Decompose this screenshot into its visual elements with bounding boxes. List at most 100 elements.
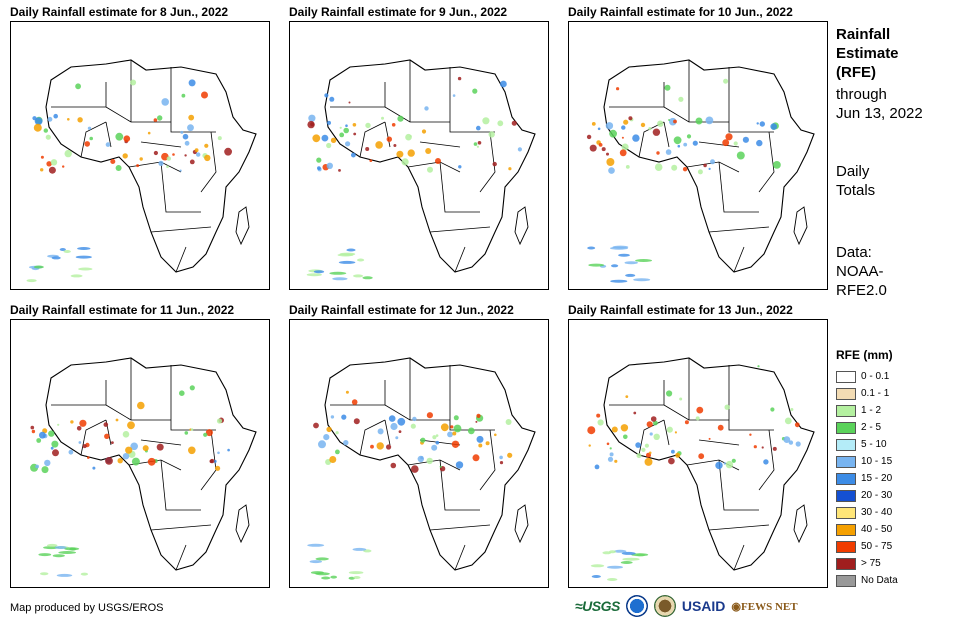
- rainfall-cell: [453, 424, 462, 433]
- legend-label: 0 - 0.1: [861, 371, 890, 382]
- legend-label: 10 - 15: [861, 456, 893, 467]
- rainfall-cell: [346, 248, 356, 252]
- rainfall-cell: [440, 423, 449, 432]
- rainfall-cell: [608, 167, 615, 174]
- rainfall-cell: [397, 115, 404, 122]
- rainfall-cell: [201, 91, 208, 99]
- rainfall-cell: [605, 122, 614, 130]
- panel-title-4: Daily Rainfall estimate for 11 Jun., 202…: [10, 303, 235, 317]
- rainfall-cell: [625, 165, 630, 169]
- rainfall-cell: [587, 246, 596, 250]
- rainfall-cell: [47, 116, 53, 122]
- rainfall-cell: [412, 416, 417, 422]
- rainfall-cell: [450, 425, 454, 429]
- country-border: [80, 419, 107, 456]
- rainfall-cell: [715, 461, 723, 470]
- data-line: Data:: [836, 244, 872, 261]
- rainfall-cell: [795, 441, 801, 447]
- rainfall-cell: [329, 271, 347, 275]
- rainfall-cell: [476, 145, 479, 148]
- map-credit: Map produced by USGS/EROS: [10, 602, 164, 614]
- rainfall-cell: [77, 247, 91, 250]
- rainfall-cell: [666, 390, 673, 397]
- legend-item: No Data: [836, 572, 898, 589]
- rainfall-cell: [696, 406, 704, 414]
- rainfall-cell: [589, 144, 597, 152]
- rainfall-cell: [75, 83, 81, 90]
- rainfall-cell: [591, 575, 601, 578]
- rainfall-cell: [377, 428, 384, 435]
- legend-label: 40 - 50: [861, 524, 893, 535]
- rainfall-cell: [635, 442, 641, 448]
- rainfall-cell: [63, 250, 71, 253]
- rainfall-cell: [668, 119, 671, 121]
- rainfall-cell: [79, 419, 87, 427]
- rainfall-cell: [313, 270, 325, 274]
- rainfall-map-panel: [568, 319, 828, 588]
- rainfall-cell: [632, 134, 640, 142]
- country-border: [479, 429, 496, 491]
- rainfall-cell: [635, 259, 653, 262]
- country-border: [663, 419, 670, 446]
- legend-label: 2 - 5: [861, 422, 882, 433]
- rainfall-cell: [337, 253, 354, 257]
- rainfall-cell: [43, 128, 48, 133]
- legend-swatch: [836, 489, 856, 502]
- rainfall-cell: [48, 166, 56, 174]
- rainfall-cell: [353, 274, 364, 278]
- continent-outline: [603, 357, 815, 571]
- country-border: [170, 365, 216, 431]
- legend-title: RFE (mm): [836, 348, 893, 362]
- rainfall-cell: [411, 465, 419, 473]
- rainfall-cell: [476, 413, 481, 418]
- rainfall-cell: [326, 426, 332, 433]
- country-border: [170, 67, 216, 133]
- rainfall-cell: [731, 458, 736, 463]
- country-border: [429, 524, 491, 531]
- rainfall-cell: [607, 578, 618, 581]
- rainfall-cell: [203, 432, 208, 437]
- country-border: [733, 544, 745, 571]
- rainfall-cell: [64, 149, 72, 158]
- rainfall-cell: [189, 159, 195, 165]
- rainfall-cell: [432, 435, 437, 440]
- rainfall-cell: [695, 117, 703, 125]
- rainfall-cell: [590, 564, 605, 568]
- rainfall-cell: [499, 455, 503, 460]
- legend-swatch: [836, 472, 856, 485]
- country-border: [359, 121, 386, 158]
- rainfall-cell: [44, 459, 51, 467]
- rainfall-cell: [315, 572, 330, 576]
- rainfall-cell: [790, 408, 794, 411]
- country-border: [330, 380, 386, 406]
- rainfall-cell: [386, 444, 392, 450]
- rainfall-cell: [393, 144, 397, 147]
- noaa-logo: [625, 595, 648, 617]
- rainfall-cell: [78, 267, 93, 271]
- through-date: through Jun 13, 2022: [836, 85, 923, 123]
- rainfall-cell: [633, 411, 637, 415]
- country-border: [150, 226, 212, 233]
- country-border: [758, 131, 775, 193]
- rainfall-cell: [656, 151, 660, 155]
- rainfall-cell: [621, 125, 626, 130]
- rainfall-cell: [307, 120, 315, 129]
- rainfall-cell: [34, 117, 43, 126]
- rainfall-cell: [649, 432, 653, 436]
- rainfall-cell: [41, 466, 49, 474]
- rainfall-cell: [335, 431, 339, 435]
- legend-label: 0.1 - 1: [861, 388, 890, 399]
- rainfall-cell: [425, 148, 432, 154]
- rainfall-cell: [62, 165, 65, 168]
- rainfall-cell: [324, 93, 329, 98]
- rainfall-cell: [36, 438, 42, 443]
- rainfall-cell: [345, 124, 348, 127]
- rainfall-cell: [38, 553, 52, 557]
- rainfall-cell: [217, 136, 222, 141]
- rainfall-cell: [332, 277, 348, 281]
- rainfall-map-panel: [289, 319, 549, 588]
- rainfall-cell: [26, 279, 37, 283]
- rainfall-cell: [682, 167, 688, 172]
- rainfall-cell: [606, 152, 609, 156]
- country-border: [160, 459, 201, 511]
